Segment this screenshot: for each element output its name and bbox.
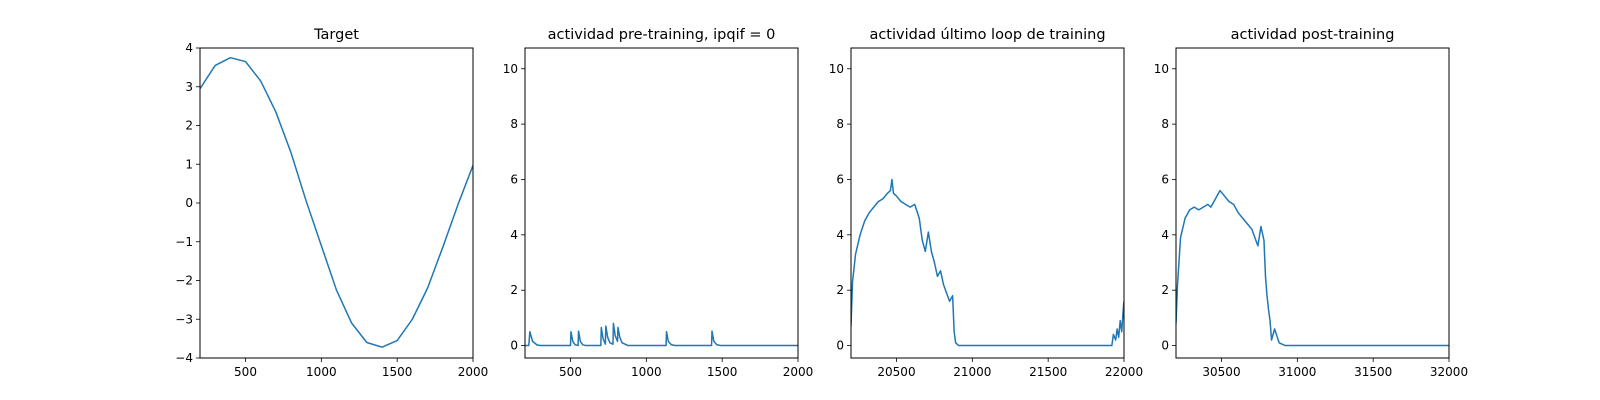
- x-tick-label: 31500: [1354, 365, 1392, 379]
- y-tick-label: 2: [510, 283, 518, 297]
- y-tick-label: −3: [175, 312, 193, 326]
- y-tick-label: 0: [510, 339, 518, 353]
- y-tick-label: −4: [175, 351, 193, 365]
- y-tick-label: 6: [836, 172, 844, 186]
- x-tick-label: 1000: [306, 365, 337, 379]
- y-tick-label: 10: [1154, 62, 1169, 76]
- y-tick-label: 10: [829, 62, 844, 76]
- y-tick-label: −1: [175, 235, 193, 249]
- x-tick-label: 30500: [1202, 365, 1240, 379]
- plot-frame: [1175, 47, 1450, 359]
- series-line-1: [200, 56, 473, 348]
- y-tick-label: 2: [1161, 283, 1169, 297]
- x-tick-label: 2000: [458, 365, 489, 379]
- y-tick-label: 6: [1161, 172, 1169, 186]
- y-tick-label: 3: [185, 80, 193, 94]
- y-tick-label: 0: [185, 196, 193, 210]
- y-tick-label: 8: [836, 117, 844, 131]
- chart-title: Target: [313, 27, 359, 43]
- y-tick-label: 1: [185, 157, 193, 171]
- y-tick-label: 4: [185, 41, 193, 55]
- plot-frame: [524, 47, 799, 359]
- y-tick-label: 10: [503, 62, 518, 76]
- y-tick-label: 8: [510, 117, 518, 131]
- x-tick-label: 21000: [953, 365, 991, 379]
- chart-title: actividad pre-training, ipqif = 0: [548, 27, 776, 43]
- x-tick-label: 31000: [1278, 365, 1316, 379]
- x-tick-label: 1500: [707, 365, 738, 379]
- chart-panel-4: actividad post-training 30500 31000 31500 32…: [1154, 27, 1468, 379]
- y-tick-label: 0: [836, 339, 844, 353]
- chart-panel-2: actividad pre-training, ipqif = 0 500 1000…: [503, 27, 814, 379]
- y-tick-label: 4: [836, 228, 844, 242]
- plot-frame: [199, 47, 474, 359]
- x-tick-label: 1000: [631, 365, 662, 379]
- y-tick-label: 6: [510, 172, 518, 186]
- x-tick-label: 2000: [783, 365, 814, 379]
- x-tick-label: 1500: [382, 365, 413, 379]
- chart-panel-1: Target 500 1000 1500 2000 −4 −3 −2 −1 0 1 2 3 4: [175, 27, 488, 379]
- plot-frame: [850, 47, 1125, 359]
- y-tick-label: 2: [185, 119, 193, 133]
- x-tick-label: 500: [559, 365, 582, 379]
- series-line-1: [1176, 189, 1449, 347]
- x-tick-label: 22000: [1105, 365, 1143, 379]
- y-tick-label: 0: [1161, 339, 1169, 353]
- y-tick-label: 4: [510, 228, 518, 242]
- y-tick-label: 2: [836, 283, 844, 297]
- y-tick-label: −2: [175, 274, 193, 288]
- y-tick-label: 8: [1161, 117, 1169, 131]
- x-tick-label: 20500: [877, 365, 915, 379]
- y-tick-label: 4: [1161, 228, 1169, 242]
- x-tick-label: 21500: [1029, 365, 1067, 379]
- x-tick-label: 500: [234, 365, 257, 379]
- series-line-1: [525, 322, 798, 347]
- x-tick-label: 32000: [1430, 365, 1468, 379]
- chart-title: actividad último loop de training: [869, 27, 1105, 43]
- series-line-1: [851, 178, 1124, 347]
- chart-title: actividad post-training: [1231, 27, 1395, 43]
